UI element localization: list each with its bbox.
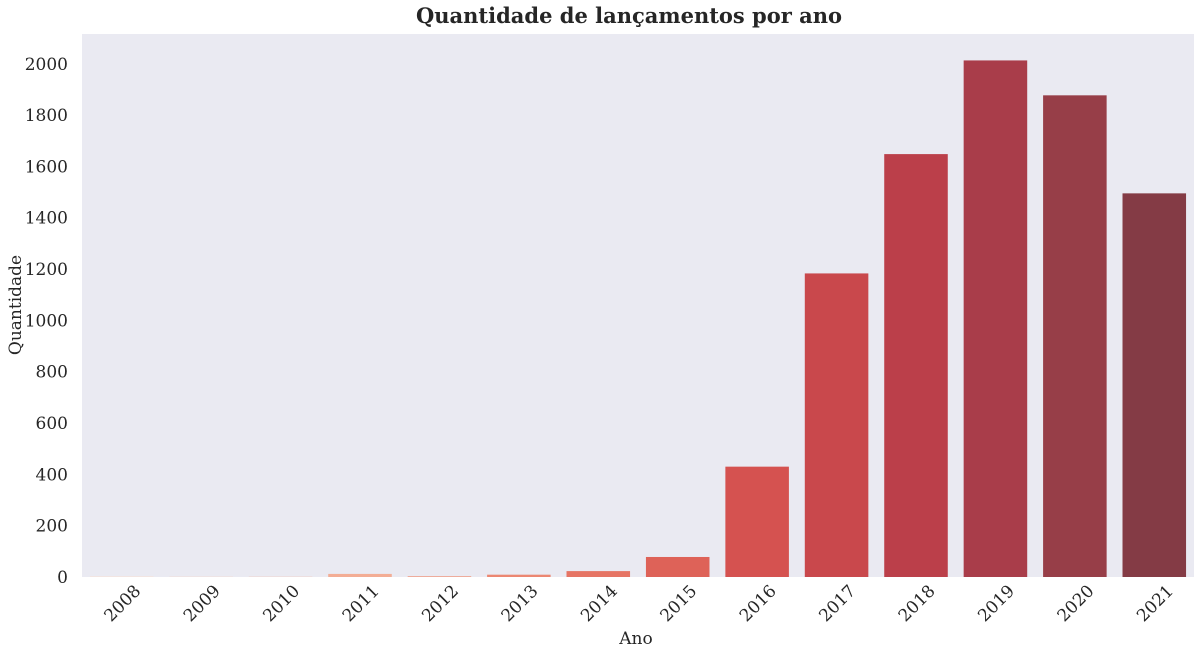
x-tick-label: 2019 [974,581,1019,626]
x-tick-label: 2020 [1054,581,1099,626]
x-tick-label: 2014 [577,581,622,626]
bar-2018 [884,154,948,577]
bar-2008 [89,576,154,577]
y-tick-label: 2000 [25,55,68,75]
y-tick-label: 1600 [25,157,68,177]
x-tick-label: 2021 [1133,581,1178,626]
bar-2013 [487,574,551,577]
x-tick-label: 2008 [101,581,146,626]
bar-2011 [328,573,392,577]
bar-2021 [1122,193,1187,578]
x-tick-label: 2012 [418,581,463,626]
y-axis-title: Quantidade [6,255,26,355]
y-tick-label: 600 [36,414,68,434]
x-axis-title: Ano [618,629,652,649]
y-tick-label: 1000 [25,311,68,331]
y-tick-label: 200 [36,517,68,537]
x-tick-label: 2018 [895,581,940,626]
x-tick-label: 2015 [657,581,702,626]
y-tick-label: 1200 [25,260,68,280]
x-tick-label: 2010 [259,581,304,626]
y-tick-label: 1400 [25,209,68,229]
x-tick-label: 2016 [736,581,781,626]
bar-2014 [566,571,631,577]
bar-2016 [725,466,789,577]
x-tick-label: 2011 [339,581,384,626]
bar-2019 [963,60,1028,578]
y-tick-label: 0 [57,568,68,588]
y-tick-label: 800 [36,363,68,383]
bar-2015 [645,556,710,577]
bar-2020 [1043,95,1107,577]
bar-2012 [407,576,472,577]
x-tick-label: 2017 [815,581,860,626]
chart-title: Quantidade de lançamentos por ano [416,3,842,28]
x-tick-label: 2009 [180,581,225,626]
y-tick-label: 400 [36,465,68,485]
x-tick-label: 2013 [498,581,543,626]
y-tick-label: 1800 [25,106,68,126]
bar-2017 [804,273,869,577]
